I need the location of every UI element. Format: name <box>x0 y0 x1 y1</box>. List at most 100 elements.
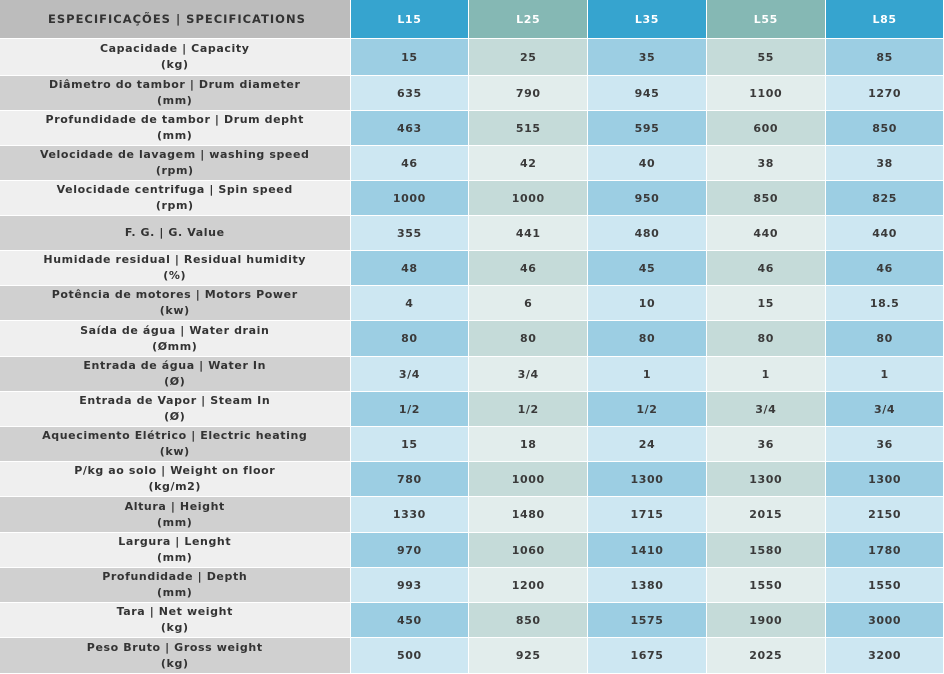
model-header-l85: L85 <box>825 0 944 39</box>
row-unit-text: (Ømm) <box>152 339 198 353</box>
row-label: Humidade residual | Residual humidity (%) <box>0 250 351 286</box>
table-row: P/kg ao solo | Weight on floor (kg/m2) 780… <box>0 461 944 497</box>
table-cell: 3200 <box>825 637 944 674</box>
row-label-text: Altura | Height <box>124 499 225 513</box>
row-label: Profundidade de tambor | Drum depht (mm) <box>0 110 351 146</box>
table-row: Peso Bruto | Gross weight (kg) 500 925 1675 2… <box>0 637 944 674</box>
row-unit-text: (mm) <box>157 551 193 564</box>
table-row: Largura | Lenght (mm) 970 1060 1410 1580 1780 <box>0 532 944 568</box>
row-label: Entrada de água | Water In (Ø) <box>0 356 351 392</box>
table-cell: 1100 <box>706 75 826 111</box>
row-label: Diâmetro do tambor | Drum diameter (mm) <box>0 75 351 111</box>
table-row: Diâmetro do tambor | Drum diameter (mm) 63… <box>0 75 944 111</box>
table-cell: 1380 <box>587 567 707 603</box>
table-cell: 15 <box>706 285 826 321</box>
row-unit-text: (Ø) <box>164 410 186 423</box>
row-label-text: Aquecimento Elétrico | Electric heating <box>42 429 308 442</box>
table-row: Velocidade de lavagem | washing speed (rp… <box>0 145 944 181</box>
table-cell: 1000 <box>350 180 470 216</box>
row-label-text: Entrada de água | Water In <box>83 359 267 372</box>
row-label-text: Potência de motores | Motors Power <box>51 288 298 301</box>
table-cell: 45 <box>587 250 707 286</box>
table-cell: 1 <box>825 356 944 392</box>
table-row: Saída de água | Water drain (Ømm) 80 80 80 80… <box>0 320 944 357</box>
table-cell: 3/4 <box>706 391 826 427</box>
row-label: F. G. | G. Value <box>0 215 351 251</box>
table-cell: 1000 <box>468 180 589 216</box>
row-label: Largura | Lenght (mm) <box>0 532 351 568</box>
row-label: Saída de água | Water drain (Ømm) <box>0 320 351 357</box>
table-cell: 46 <box>468 250 589 286</box>
table-cell: 3/4 <box>825 391 944 427</box>
table-cell: 1300 <box>825 461 944 497</box>
table-row: Capacidade | Capacity (kg) 15 25 35 55 85 <box>0 38 944 76</box>
specifications-header: ESPECIFICAÇÕES | SPECIFICATIONS <box>0 0 351 39</box>
row-unit-text: (kg) <box>160 58 189 71</box>
row-unit-text: (rpm) <box>155 164 194 177</box>
table-cell: 1/2 <box>350 391 470 427</box>
table-cell: 55 <box>706 38 826 76</box>
row-unit-text: (mm) <box>157 129 193 142</box>
table-cell: 1780 <box>825 532 944 568</box>
table-cell: 1550 <box>825 567 944 603</box>
row-unit-text: (kg/m2) <box>148 480 202 493</box>
table-cell: 85 <box>825 38 944 76</box>
table-cell: 40 <box>587 145 707 181</box>
row-label: Peso Bruto | Gross weight (kg) <box>0 637 351 674</box>
table-cell: 36 <box>706 426 826 462</box>
table-cell: 1330 <box>350 496 470 533</box>
table-cell: 825 <box>825 180 944 216</box>
table-row: F. G. | G. Value 355 441 480 440 440 <box>0 215 944 251</box>
table-cell: 500 <box>350 637 470 674</box>
table-cell: 48 <box>350 250 470 286</box>
table-cell: 35 <box>587 38 707 76</box>
table-cell: 3000 <box>825 602 944 638</box>
row-label: P/kg ao solo | Weight on floor (kg/m2) <box>0 461 351 497</box>
table-cell: 1410 <box>587 532 707 568</box>
row-label: Altura | Height (mm) <box>0 496 351 533</box>
row-unit-text: (kw) <box>159 445 190 458</box>
table-cell: 441 <box>468 215 589 251</box>
table-cell: 1675 <box>587 637 707 674</box>
table-cell: 1580 <box>706 532 826 568</box>
table-cell: 1270 <box>825 75 944 111</box>
table-cell: 25 <box>468 38 589 76</box>
table-cell: 36 <box>825 426 944 462</box>
table-cell: 1/2 <box>587 391 707 427</box>
model-header-l55: L55 <box>706 0 826 39</box>
table-cell: 850 <box>706 180 826 216</box>
specifications-body: Capacidade | Capacity (kg) 15 25 35 55 85 Diâme… <box>0 38 944 674</box>
table-row: Velocidade centrifuga | Spin speed (rpm) 1… <box>0 180 944 216</box>
model-header-l25: L25 <box>468 0 589 39</box>
table-cell: 945 <box>587 75 707 111</box>
row-label-text: Profundidade de tambor | Drum depht <box>45 113 304 126</box>
table-cell: 1060 <box>468 532 589 568</box>
row-label: Velocidade centrifuga | Spin speed (rpm) <box>0 180 351 216</box>
table-cell: 925 <box>468 637 589 674</box>
row-unit-text: (mm) <box>157 515 193 529</box>
row-label-text: P/kg ao solo | Weight on floor <box>74 464 276 477</box>
header-row: ESPECIFICAÇÕES | SPECIFICATIONS L15 L25 … <box>0 0 944 39</box>
table-cell: 970 <box>350 532 470 568</box>
table-cell: 780 <box>350 461 470 497</box>
table-row: Tara | Net weight (kg) 450 850 1575 1900 3000 <box>0 602 944 638</box>
model-header-l15: L15 <box>350 0 470 39</box>
table-cell: 38 <box>825 145 944 181</box>
table-cell: 635 <box>350 75 470 111</box>
row-label-text: Largura | Lenght <box>118 535 232 548</box>
row-label-text: Velocidade centrifuga | Spin speed <box>56 183 293 196</box>
row-label-text: Diâmetro do tambor | Drum diameter <box>49 78 301 91</box>
table-cell: 38 <box>706 145 826 181</box>
table-cell: 15 <box>350 38 470 76</box>
row-label-text: Humidade residual | Residual humidity <box>43 253 307 266</box>
row-label-text: Velocidade de lavagem | washing speed <box>39 148 310 161</box>
table-cell: 2025 <box>706 637 826 674</box>
row-unit-text: (Ø) <box>164 375 186 388</box>
table-cell: 450 <box>350 602 470 638</box>
table-cell: 80 <box>825 320 944 357</box>
table-row: Aquecimento Elétrico | Electric heating (… <box>0 426 944 462</box>
table-row: Profundidade de tambor | Drum depht (mm) 4… <box>0 110 944 146</box>
table-cell: 850 <box>468 602 589 638</box>
table-cell: 515 <box>468 110 589 146</box>
table-cell: 2150 <box>825 496 944 533</box>
